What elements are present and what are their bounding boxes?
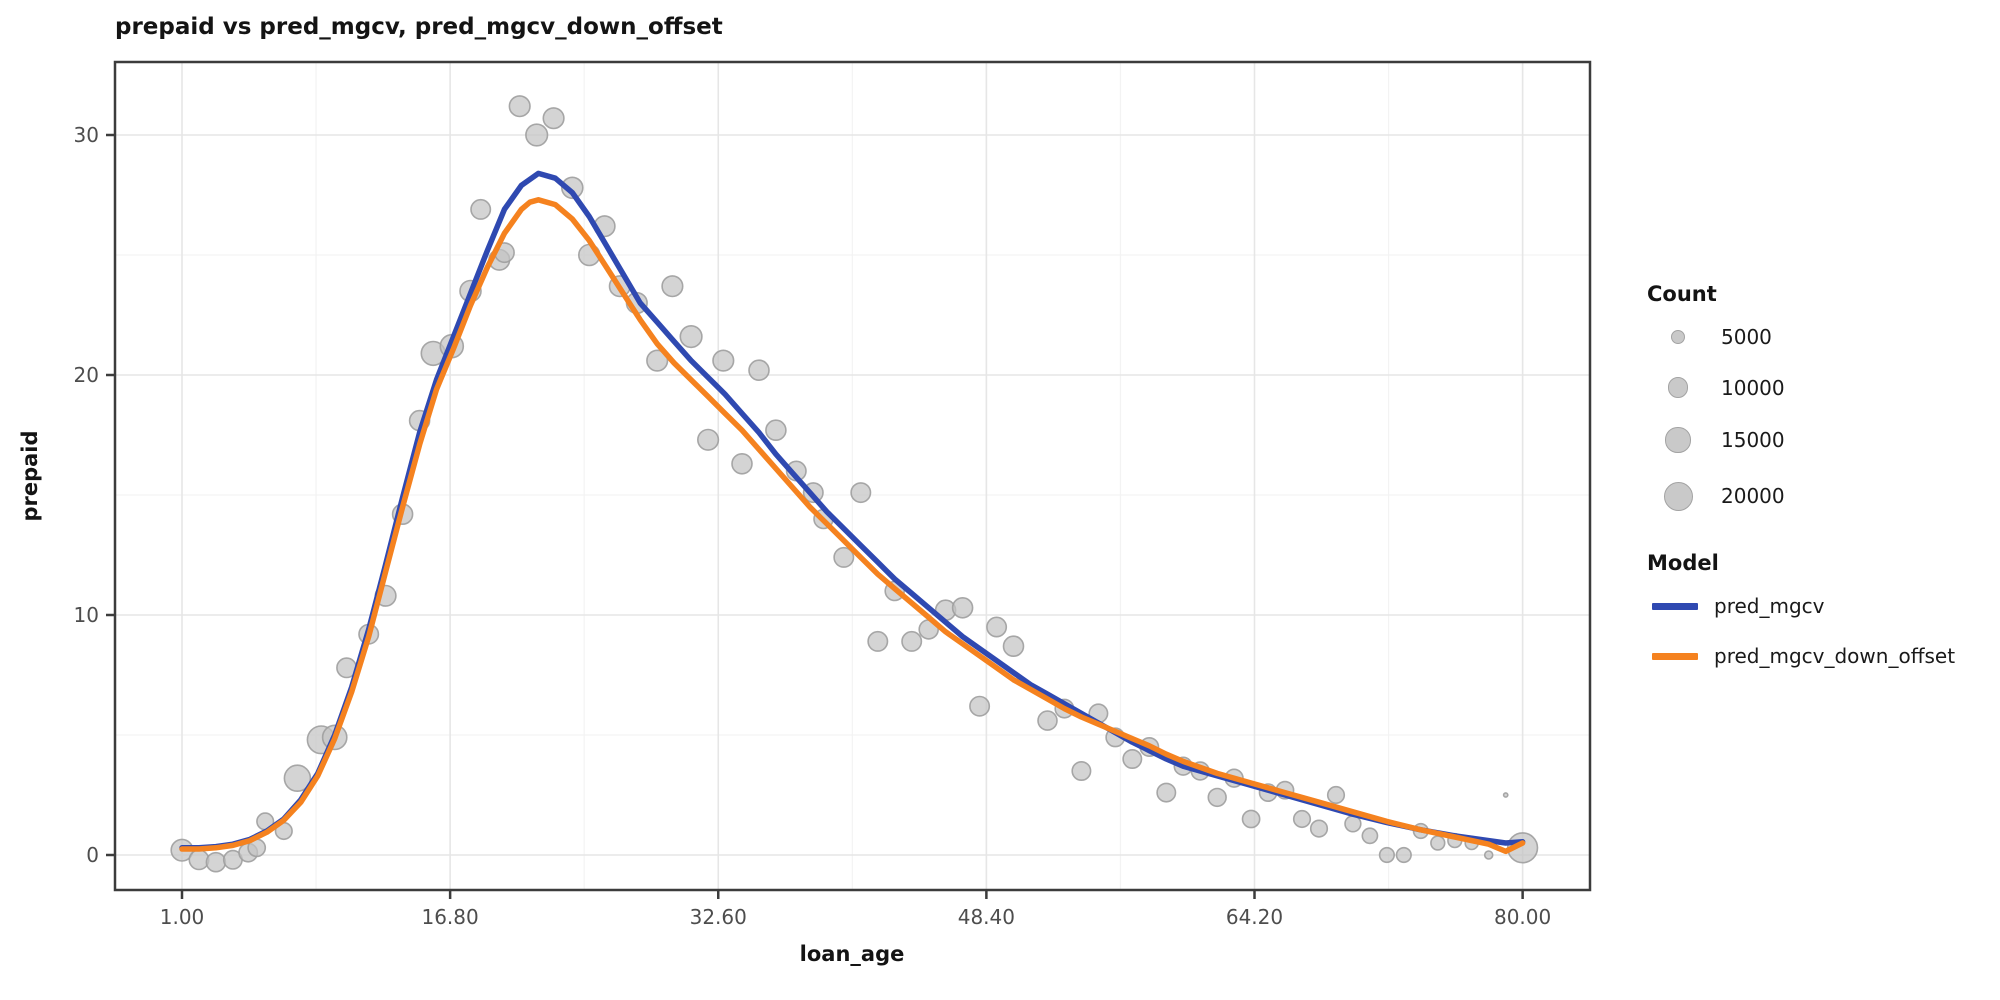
axis-ticks	[106, 133, 1524, 899]
x-tick-label: 32.60	[690, 905, 747, 929]
size-legend-item: 10000	[1647, 362, 1987, 413]
data-point	[1207, 787, 1227, 808]
data-point	[986, 616, 1008, 638]
data-point	[1395, 846, 1412, 864]
size-legend-title: Count	[1647, 282, 1717, 306]
data-point	[969, 695, 991, 717]
size-legend-label: 5000	[1721, 325, 1772, 349]
size-legend-label: 20000	[1721, 484, 1785, 508]
scatter-points	[170, 95, 1539, 873]
data-point	[748, 359, 770, 382]
data-point	[1002, 635, 1025, 658]
data-point	[1241, 809, 1261, 829]
data-point	[1122, 748, 1143, 769]
color-legend-label: pred_mgcv_down_offset	[1714, 644, 1956, 668]
size-legend-label: 10000	[1721, 375, 1785, 400]
data-point	[951, 596, 974, 619]
data-point	[283, 764, 312, 793]
data-point	[188, 849, 210, 871]
data-point	[1326, 785, 1346, 805]
data-point	[765, 419, 787, 442]
data-point	[661, 275, 684, 298]
data-point	[850, 482, 872, 504]
data-point	[508, 95, 531, 118]
data-point	[1309, 819, 1329, 838]
x-tick-labels: 1.00 16.80 32.60 48.40 64.20 80.00	[160, 905, 1552, 929]
size-legend-item: 15000	[1647, 413, 1987, 467]
data-point	[1502, 792, 1509, 798]
color-legend-item: pred_mgcv	[1647, 581, 1987, 631]
data-point	[712, 349, 735, 372]
count-15000-circle-icon	[1647, 427, 1709, 453]
panel-border	[113, 60, 1592, 892]
data-point	[1071, 760, 1092, 781]
y-axis-title: prepaid	[18, 430, 42, 522]
chart-title: prepaid vs pred_mgcv, pred_mgcv_down_off…	[115, 14, 723, 40]
x-tick-label: 1.00	[160, 905, 205, 929]
count-5000-circle-icon	[1647, 329, 1709, 345]
color-legend-label: pred_mgcv	[1714, 594, 1825, 618]
data-point	[560, 176, 584, 200]
line-pred_mgcv_down_offset	[179, 197, 1526, 855]
data-point	[1378, 846, 1395, 864]
data-point	[901, 630, 923, 652]
data-point	[1430, 835, 1446, 851]
data-point	[470, 198, 492, 220]
count-20000-circle-icon	[1647, 481, 1709, 511]
legend: Count 5000 10000 15000 20000 Model pred_…	[1647, 282, 1987, 681]
data-point	[205, 851, 227, 873]
color-legend-title: Model	[1647, 551, 1719, 575]
x-tick-label: 80.00	[1494, 905, 1551, 929]
data-point	[731, 452, 753, 475]
data-point	[679, 325, 703, 349]
size-legend-item: 5000	[1647, 312, 1987, 362]
pred-mgcv-down-offset-line-swatch-icon	[1652, 652, 1698, 660]
x-tick-label: 48.40	[958, 905, 1015, 929]
pred-mgcv-line-swatch-icon	[1652, 602, 1698, 610]
y-tick-label: 0	[86, 843, 99, 867]
y-tick-label: 10	[74, 603, 99, 627]
data-point	[696, 428, 720, 451]
data-point	[1156, 782, 1177, 803]
data-point	[525, 123, 549, 147]
data-point	[1292, 809, 1312, 829]
grid-major	[115, 62, 1590, 890]
data-point	[542, 107, 565, 130]
x-axis-title: loan_age	[799, 942, 905, 966]
data-point	[867, 630, 889, 652]
size-legend-label: 15000	[1721, 428, 1785, 452]
data-point	[646, 349, 669, 372]
color-legend-item: pred_mgcv_down_offset	[1647, 631, 1987, 681]
y-tick-label: 30	[74, 123, 99, 147]
x-tick-label: 64.20	[1226, 905, 1283, 929]
y-tick-labels: 0 10 20 30	[74, 123, 99, 867]
data-point	[1037, 710, 1058, 731]
x-tick-label: 16.80	[421, 905, 478, 929]
data-point	[1483, 850, 1494, 860]
data-point	[833, 546, 855, 568]
size-legend-item: 20000	[1647, 467, 1987, 525]
y-tick-label: 20	[74, 363, 99, 387]
count-10000-circle-icon	[1647, 377, 1709, 398]
data-point	[1361, 827, 1379, 845]
